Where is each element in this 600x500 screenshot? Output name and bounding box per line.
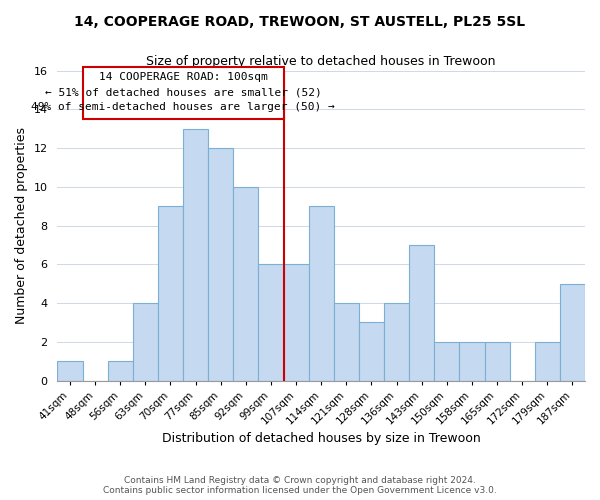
Bar (284, 264, 308, 380)
FancyBboxPatch shape (83, 66, 284, 119)
Bar (384, 303, 409, 380)
Bar (409, 245, 434, 380)
Text: 49% of semi-detached houses are larger (50) →: 49% of semi-detached houses are larger (… (31, 102, 335, 113)
Bar (334, 303, 359, 380)
Bar (107, 361, 133, 380)
Bar (233, 187, 259, 380)
Bar (183, 128, 208, 380)
Bar (485, 342, 509, 380)
X-axis label: Distribution of detached houses by size in Trewoon: Distribution of detached houses by size … (162, 432, 481, 445)
Bar (208, 148, 233, 380)
Text: ← 51% of detached houses are smaller (52): ← 51% of detached houses are smaller (52… (44, 88, 322, 98)
Bar (460, 342, 485, 380)
Bar (359, 322, 384, 380)
Bar (259, 264, 284, 380)
Y-axis label: Number of detached properties: Number of detached properties (15, 127, 28, 324)
Text: Contains HM Land Registry data © Crown copyright and database right 2024.
Contai: Contains HM Land Registry data © Crown c… (103, 476, 497, 495)
Bar (133, 303, 158, 380)
Text: 14 COOPERAGE ROAD: 100sqm: 14 COOPERAGE ROAD: 100sqm (98, 72, 268, 83)
Bar (58, 361, 83, 380)
Title: Size of property relative to detached houses in Trewoon: Size of property relative to detached ho… (146, 55, 496, 68)
Bar (434, 342, 460, 380)
Bar (158, 206, 183, 380)
Bar (560, 284, 585, 380)
Text: 14, COOPERAGE ROAD, TREWOON, ST AUSTELL, PL25 5SL: 14, COOPERAGE ROAD, TREWOON, ST AUSTELL,… (74, 15, 526, 29)
Bar (535, 342, 560, 380)
Bar (308, 206, 334, 380)
